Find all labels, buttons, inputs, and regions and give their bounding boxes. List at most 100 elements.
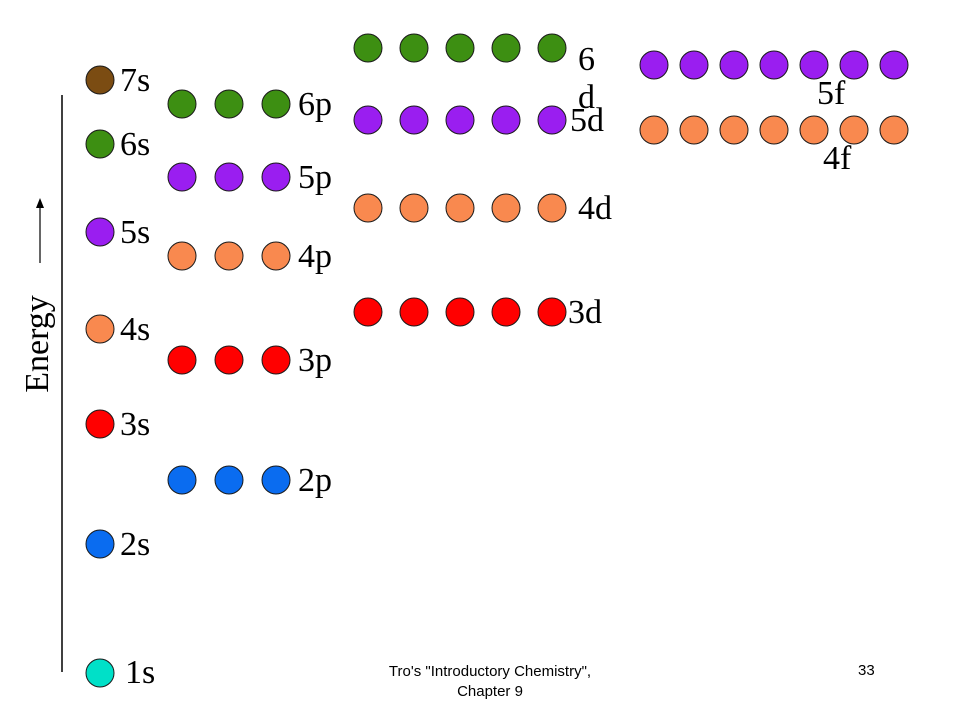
orbital-2p-circle bbox=[261, 465, 291, 495]
orbital-5d-circle bbox=[399, 105, 429, 135]
orbital-5p-circle bbox=[167, 162, 197, 192]
orbital-3p-label: 3p bbox=[298, 342, 332, 379]
orbital-3d-label: 3d bbox=[568, 294, 602, 331]
orbital-1s: 1s bbox=[85, 654, 155, 691]
orbital-2s-circle bbox=[85, 529, 115, 559]
orbital-3d-circle bbox=[491, 297, 521, 327]
orbital-1s-circle bbox=[85, 658, 115, 688]
orbital-5f-circle bbox=[839, 50, 869, 80]
orbital-3s-circle bbox=[85, 409, 115, 439]
orbital-7s: 7s bbox=[85, 62, 150, 99]
orbital-5d: 5d bbox=[353, 102, 604, 139]
orbital-4f-circle bbox=[639, 115, 669, 145]
orbital-4p-label: 4p bbox=[298, 238, 332, 275]
orbital-4f-circle bbox=[719, 115, 749, 145]
orbital-4f-circle bbox=[839, 115, 869, 145]
orbital-5f-circle bbox=[879, 50, 909, 80]
orbital-6d-circle bbox=[353, 33, 383, 63]
orbital-1s-label: 1s bbox=[125, 654, 155, 691]
energy-axis-label: Energy bbox=[19, 295, 56, 393]
orbital-5s-circle bbox=[85, 217, 115, 247]
orbital-2p-circle bbox=[214, 465, 244, 495]
orbital-4s: 4s bbox=[85, 311, 150, 348]
orbital-4p: 4p bbox=[167, 238, 332, 275]
orbital-5d-circle bbox=[353, 105, 383, 135]
orbital-5s: 5s bbox=[85, 214, 150, 251]
orbital-4d: 4d bbox=[353, 190, 612, 227]
orbital-6p: 6p bbox=[167, 86, 332, 123]
orbital-3d-circle bbox=[537, 297, 567, 327]
orbital-3d-circle bbox=[399, 297, 429, 327]
orbital-6d-circle bbox=[491, 33, 521, 63]
orbital-3d: 3d bbox=[353, 294, 602, 331]
orbital-5f-circle bbox=[679, 50, 709, 80]
orbital-3d-circle bbox=[445, 297, 475, 327]
orbital-6s: 6s bbox=[85, 126, 150, 163]
orbital-4f-label: 4f bbox=[823, 140, 852, 177]
orbital-4f-circle bbox=[759, 115, 789, 145]
footer-source-line1: Tro's "Introductory Chemistry", bbox=[388, 663, 592, 680]
orbital-3p-circle bbox=[214, 345, 244, 375]
orbital-5f-circle bbox=[719, 50, 749, 80]
orbital-2p: 2p bbox=[167, 462, 332, 499]
orbital-6d-circle bbox=[399, 33, 429, 63]
orbital-6s-label: 6s bbox=[120, 126, 150, 163]
orbital-4d-circle bbox=[537, 193, 567, 223]
orbital-4f-circle bbox=[679, 115, 709, 145]
orbital-4f-circle bbox=[799, 115, 829, 145]
orbital-6p-circle bbox=[214, 89, 244, 119]
orbital-2s: 2s bbox=[85, 526, 150, 563]
orbital-5f-circle bbox=[759, 50, 789, 80]
orbital-4s-label: 4s bbox=[120, 311, 150, 348]
orbital-3p-circle bbox=[261, 345, 291, 375]
orbital-4f-circle bbox=[879, 115, 909, 145]
orbital-3s-label: 3s bbox=[120, 406, 150, 443]
orbital-5f-circle bbox=[799, 50, 829, 80]
orbital-2p-circle bbox=[167, 465, 197, 495]
orbital-4p-circle bbox=[214, 241, 244, 271]
footer-source-line2: Chapter 9 bbox=[457, 683, 523, 700]
orbital-3p: 3p bbox=[167, 342, 332, 379]
page-number: 33 bbox=[858, 662, 875, 679]
orbital-5d-circle bbox=[445, 105, 475, 135]
orbital-3s: 3s bbox=[85, 406, 150, 443]
orbital-5d-circle bbox=[491, 105, 521, 135]
orbital-4d-circle bbox=[445, 193, 475, 223]
orbital-5d-circle bbox=[537, 105, 567, 135]
energy-arrow-head bbox=[36, 198, 44, 208]
orbital-4d-circle bbox=[399, 193, 429, 223]
footer-source: Tro's "Introductory Chemistry", Chapter … bbox=[340, 662, 640, 702]
orbital-4d-label: 4d bbox=[578, 190, 612, 227]
orbital-6p-circle bbox=[167, 89, 197, 119]
orbital-6d-circle bbox=[445, 33, 475, 63]
orbital-4d-circle bbox=[491, 193, 521, 223]
orbital-5p-circle bbox=[214, 162, 244, 192]
orbital-6s-circle bbox=[85, 129, 115, 159]
orbitals-layer: 1s 2s 3s 4s 5s 6s 7s 2p 3p 4p 5p 6p 3d 4d 5d6 d 4f 5f bbox=[85, 33, 909, 691]
orbital-7s-label: 7s bbox=[120, 62, 150, 99]
orbital-4f: 4f bbox=[639, 115, 909, 177]
orbital-5d-label: 5d bbox=[570, 102, 604, 139]
orbital-4s-circle bbox=[85, 314, 115, 344]
orbital-4p-circle bbox=[261, 241, 291, 271]
orbital-5p-label: 5p bbox=[298, 159, 332, 196]
orbital-6p-label: 6p bbox=[298, 86, 332, 123]
orbital-3p-circle bbox=[167, 345, 197, 375]
orbital-7s-circle bbox=[85, 65, 115, 95]
orbital-5s-label: 5s bbox=[120, 214, 150, 251]
orbital-2p-label: 2p bbox=[298, 462, 332, 499]
orbital-2s-label: 2s bbox=[120, 526, 150, 563]
orbital-5p-circle bbox=[261, 162, 291, 192]
orbital-5f: 5f bbox=[639, 50, 909, 112]
orbital-3d-circle bbox=[353, 297, 383, 327]
orbital-6d-circle bbox=[537, 33, 567, 63]
orbital-5f-label: 5f bbox=[817, 75, 846, 112]
orbital-6p-circle bbox=[261, 89, 291, 119]
orbital-4p-circle bbox=[167, 241, 197, 271]
orbital-5f-circle bbox=[639, 50, 669, 80]
orbital-5p: 5p bbox=[167, 159, 332, 196]
orbital-4d-circle bbox=[353, 193, 383, 223]
